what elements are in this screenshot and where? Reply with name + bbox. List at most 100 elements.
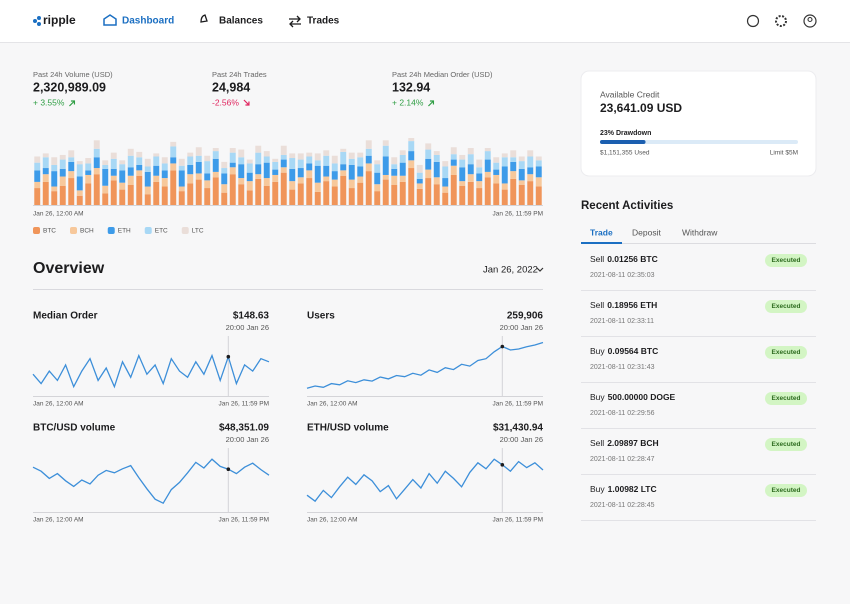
stat-change: + 3.55% [33,97,65,107]
bar-segment [433,177,440,185]
bar-segment [399,154,406,163]
bar-segment [408,151,415,161]
nav-item[interactable]: Balances [219,16,263,27]
bar-segment [484,177,491,205]
bar-segment [340,148,347,152]
stat-change: + 2.14% [392,97,424,107]
bar-segment [238,157,245,165]
date-picker[interactable]: Jan 26, 2022 [483,265,538,276]
trades-icon [289,15,301,28]
bar-segment [195,155,202,162]
bar-segment [136,151,143,158]
bar-segment [178,186,185,192]
bar-segment [212,148,219,152]
settings-icon[interactable] [775,15,787,27]
status-badge [765,392,807,405]
bar-segment [314,160,321,166]
activity-title: Sell 2.09897 BCH [590,438,659,448]
bar-segment [229,174,236,205]
progress-fill [600,140,646,144]
bar-segment [467,174,474,182]
bar-segment [459,159,466,168]
activity-amount: 0.09564 BTC [608,346,659,356]
activity-amount: 0.18956 ETH [607,300,657,310]
bar-segment [272,161,279,170]
bar-segment [408,168,415,205]
bar-segment [297,183,304,205]
bar-segment [280,159,287,168]
bar-segment [535,186,542,205]
status-badge [765,438,807,451]
bar-segment [68,178,75,205]
bar-segment [221,168,228,174]
x-tick-label: Jan 26, 11:59 PM [493,401,543,408]
status-badge [765,484,807,497]
tab[interactable]: Withdraw [682,227,718,237]
bar-segment [212,177,219,205]
activity-title: Sell 0.01256 BTC [590,254,658,264]
tab[interactable]: Deposit [632,227,661,237]
activity-amount: 1.00982 LTC [608,484,657,494]
bar-segment [459,185,466,205]
bar-segment [85,158,92,164]
bar-segment [93,157,100,169]
bar-segment [221,192,228,205]
bar-segment [272,174,279,182]
activity-time: 2021-08-11 02:33:11 [590,318,654,325]
bar-segment [127,148,134,156]
bar-segment [280,172,287,205]
bar-segment [161,170,168,179]
bar-segment [331,163,338,172]
bar-segment [153,156,160,166]
bar-segment [204,173,211,181]
bar-segment [187,164,194,175]
bar-segment [450,154,457,160]
bar-segment [476,181,483,189]
profile-icon[interactable] [803,14,817,28]
bar-segment [195,179,202,205]
status-label: Executed [772,303,801,310]
bar-segment [195,161,202,174]
nav-item[interactable]: Trades [307,16,340,27]
bar-segment [425,158,432,170]
activity-title: Buy 0.09564 BTC [590,346,658,356]
bar-segment [518,161,525,169]
bar-segment [85,183,92,205]
bar-segment [527,156,534,168]
activity-time: 2021-08-11 02:28:47 [590,456,655,463]
tab[interactable]: Trade [590,227,613,237]
help-icon[interactable] [746,14,760,28]
bar-segment [93,140,100,149]
bar-segment [280,154,287,160]
dashboard-icon [103,14,117,26]
bar-segment [331,186,338,205]
bar-segment [331,155,338,164]
bar-segment [297,153,304,160]
bar-segment [323,176,330,182]
legend-label: BTC [43,228,56,235]
bar-segment [85,170,92,175]
bar-segment [51,164,58,172]
bar-segment [59,154,66,160]
bar-segment [357,176,364,183]
bar-segment [493,169,500,175]
bar-segment [255,164,262,175]
logo[interactable]: ripple [43,13,76,27]
bar-segment [263,156,270,163]
bar-segment [357,157,364,167]
activity-title: Sell 0.18956 ETH [590,300,657,310]
stat-label: Past 24h Median Order (USD) [392,70,493,79]
x-tick-label: Jan 26, 12:00 AM [307,401,358,408]
bar-segment [510,150,517,158]
nav-item[interactable]: Dashboard [122,16,174,27]
bar-segment [476,173,483,182]
bar-segment [484,159,491,172]
legend-label: ETC [155,228,168,235]
bar-segment [365,148,372,156]
legend-swatch [107,227,115,234]
bar-segment [323,181,330,205]
stat-label: Past 24h Volume (USD) [33,70,113,79]
bar-segment [510,171,517,179]
x-tick-label: Jan 26, 11:59 PM [493,211,543,218]
activity-time: 2021-08-11 02:35:03 [590,272,655,279]
